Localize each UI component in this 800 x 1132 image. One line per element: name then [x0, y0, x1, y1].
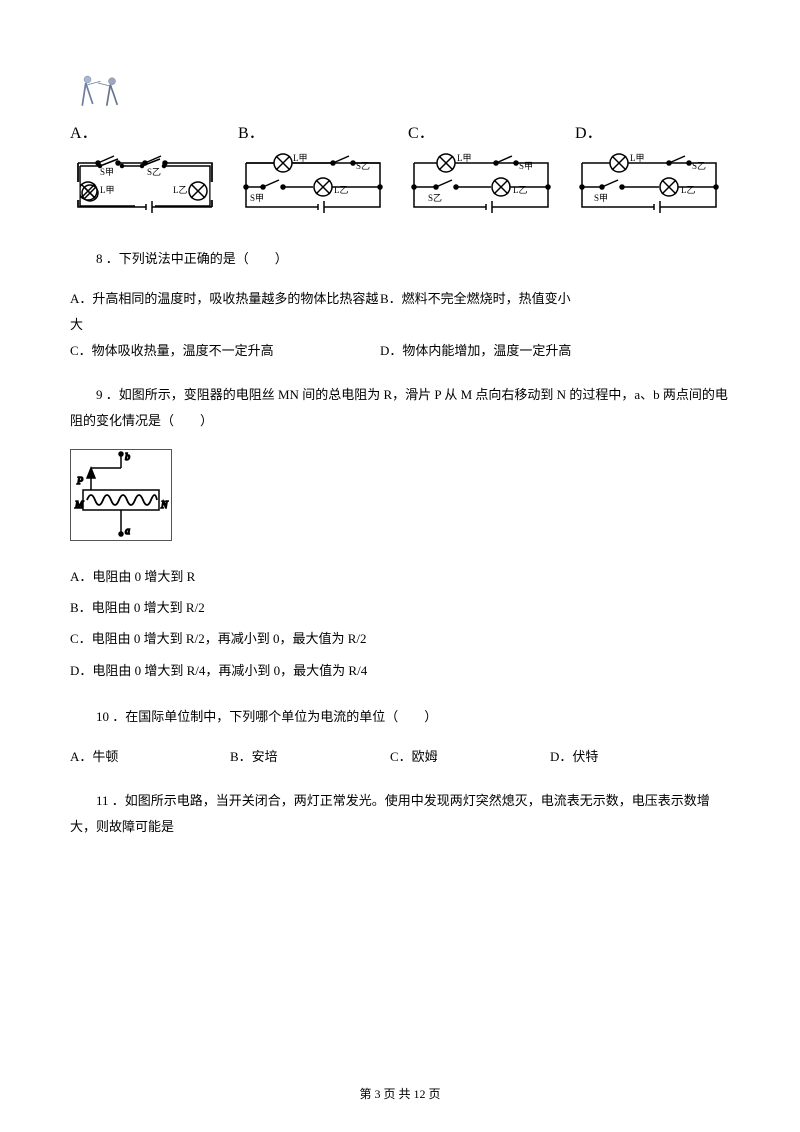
svg-text:L乙: L乙 — [334, 185, 349, 195]
q8-text: 8 ．下列说法中正确的是（ ） — [70, 246, 730, 272]
svg-text:L乙: L乙 — [173, 185, 188, 195]
circuit-diagrams: S甲 S乙 L甲 L乙 — [70, 151, 730, 216]
q9-d: D．电阻由 0 增大到 R/4，再减小到 0，最大值为 R/4 — [70, 655, 730, 686]
page-footer: 第 3 页 共 12 页 — [0, 1085, 800, 1102]
svg-text:S乙: S乙 — [147, 167, 161, 177]
q8-a: A．升高相同的温度时，吸收热量越多的物体比热容越大 — [70, 286, 380, 338]
svg-text:S乙: S乙 — [692, 161, 706, 171]
q9-choices: A．电阻由 0 增大到 R B．电阻由 0 增大到 R/2 C．电阻由 0 增大… — [70, 561, 730, 686]
label-b: B． — [238, 119, 265, 143]
svg-text:a: a — [125, 526, 130, 537]
svg-text:L乙: L乙 — [513, 185, 528, 195]
fencing-illustration — [70, 60, 140, 120]
circuit-c: L甲 S甲 S乙 L乙 — [406, 151, 556, 216]
q9-text: 9 ．如图所示，变阻器的电阻丝 MN 间的总电阻为 R，滑片 P 从 M 点向右… — [70, 382, 730, 434]
svg-text:S甲: S甲 — [100, 167, 114, 177]
label-c: C． — [408, 119, 435, 143]
svg-text:b: b — [125, 452, 130, 463]
svg-text:S甲: S甲 — [519, 161, 533, 171]
circuit-a: S甲 S乙 L甲 L乙 — [70, 151, 220, 216]
q9-b: B．电阻由 0 增大到 R/2 — [70, 592, 730, 623]
q10-c: C．欧姆 — [390, 744, 550, 770]
svg-text:L甲: L甲 — [457, 153, 472, 163]
q8-c: C．物体吸收热量，温度不一定升高 — [70, 338, 380, 364]
label-d: D． — [575, 119, 603, 143]
q9-a: A．电阻由 0 增大到 R — [70, 561, 730, 592]
q8-choices: A．升高相同的温度时，吸收热量越多的物体比热容越大 B．燃料不完全燃烧时，热值变… — [70, 286, 730, 364]
q8-b: B．燃料不完全燃烧时，热值变小 — [380, 286, 730, 338]
q10-choices: A．牛顿 B．安培 C．欧姆 D．伏特 — [70, 744, 730, 770]
svg-text:P: P — [76, 476, 83, 487]
svg-text:M: M — [74, 500, 84, 511]
svg-text:L乙: L乙 — [681, 185, 696, 195]
svg-text:S甲: S甲 — [250, 193, 264, 203]
circuit-d: L甲 S乙 S甲 L乙 — [574, 151, 724, 216]
label-a: A． — [70, 119, 98, 143]
svg-text:S乙: S乙 — [428, 193, 442, 203]
q9-c: C．电阻由 0 增大到 R/2，再减小到 0，最大值为 R/2 — [70, 623, 730, 654]
q8-d: D．物体内能增加，温度一定升高 — [380, 338, 730, 364]
svg-text:L甲: L甲 — [293, 153, 308, 163]
q10-b: B．安培 — [230, 744, 390, 770]
svg-text:L甲: L甲 — [100, 185, 115, 195]
rheostat-figure: b P M N a — [70, 449, 172, 541]
svg-text:S甲: S甲 — [594, 193, 608, 203]
q10-text: 10 ．在国际单位制中，下列哪个单位为电流的单位（ ） — [70, 704, 730, 730]
svg-text:L甲: L甲 — [630, 153, 645, 163]
svg-text:S乙: S乙 — [356, 161, 370, 171]
circuit-b: L甲 S乙 S甲 L乙 — [238, 151, 388, 216]
q10-a: A．牛顿 — [70, 744, 230, 770]
q11-text: 11 ．如图所示电路，当开关闭合，两灯正常发光。使用中发现两灯突然熄灭，电流表无… — [70, 788, 730, 840]
svg-text:N: N — [160, 500, 169, 511]
option-label-row: A． B． C． D． — [70, 125, 730, 143]
q10-d: D．伏特 — [550, 744, 710, 770]
